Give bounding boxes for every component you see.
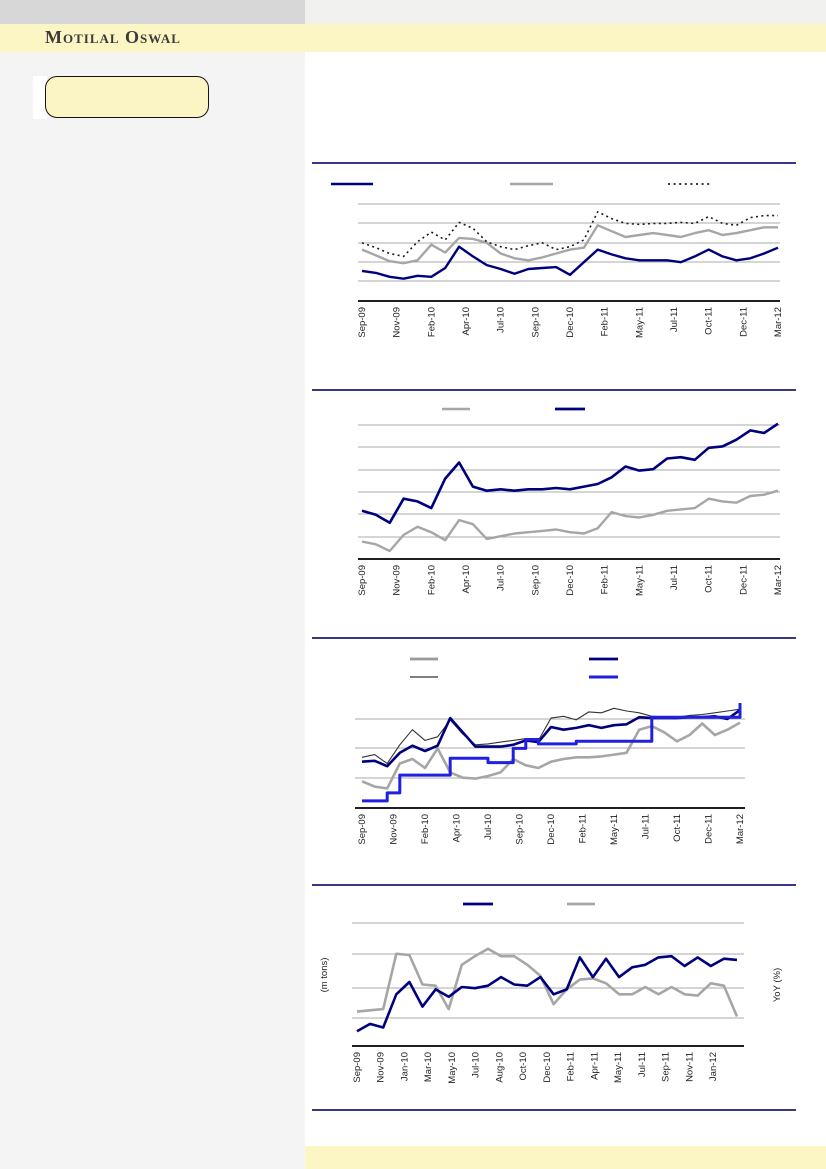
x-tick-label: Jan-12 <box>708 1052 719 1081</box>
x-tick-label: Mar-12 <box>773 565 784 595</box>
x-tick-label: Oct-11 <box>672 814 683 842</box>
x-tick-label: Apr-10 <box>461 565 472 594</box>
x-tick-label: Sep-10 <box>530 307 541 338</box>
series-bright-blue-step-line <box>362 703 742 803</box>
chart-3-four-lines: Sep-09 Nov-09 Feb-10 Apr-10 Jul-10 Sep-10 Dec-… <box>312 637 796 845</box>
x-tick-label: Dec-10 <box>565 565 576 596</box>
x-tick-label: Jul-10 <box>471 1052 482 1078</box>
x-tick-label: Feb-11 <box>566 1052 577 1081</box>
x-tick-label: Feb-11 <box>600 307 611 336</box>
x-tick-label: Sep-10 <box>515 814 526 845</box>
x-tick-label: Mar-12 <box>735 814 746 844</box>
x-tick-label: Jul-11 <box>669 565 680 590</box>
x-tick-label: Apr-11 <box>589 1052 600 1080</box>
left-sidebar <box>0 52 305 1169</box>
x-tick-label: Sep-09 <box>357 565 368 596</box>
x-tick-label: Feb-10 <box>426 565 437 595</box>
x-tick-label: Oct-11 <box>704 307 715 335</box>
series-navy-line-mtons <box>356 954 738 1033</box>
x-tick-label: Jul-10 <box>496 307 507 333</box>
header-band: Motilal Oswal <box>0 24 826 52</box>
top-light-bar <box>305 0 826 24</box>
series-navy-line <box>361 422 779 525</box>
chart-1-price-lines: Sep-09 Nov-09 Feb-10 Apr-10 Jul-10 Sep-10 Dec-… <box>312 162 796 338</box>
x-tick-label: Dec-11 <box>738 307 749 337</box>
x-tick-label: May-11 <box>609 814 620 845</box>
series-navy-line <box>361 245 779 280</box>
x-tick-label: Apr-10 <box>452 814 463 843</box>
x-tick-label: Apr-10 <box>461 307 472 336</box>
x-tick-label: Oct-11 <box>704 565 715 593</box>
x-tick-label: Nov-09 <box>392 307 403 338</box>
brand-logo-text: Motilal Oswal <box>45 27 181 47</box>
x-tick-label: Nov-11 <box>684 1052 695 1082</box>
x-tick-label: Jul-10 <box>496 565 507 591</box>
x-tick-label: Sep-09 <box>357 814 368 845</box>
series-gray-line-yoy <box>356 947 739 1018</box>
x-tick-label: Jan-10 <box>400 1052 411 1081</box>
x-tick-label: Feb-10 <box>420 814 431 844</box>
chart-4-mtons-yoy: Sep-09 Nov-09 Jan-10 Mar-10 May-10 Jul-10 Aug-… <box>312 884 796 1111</box>
x-tick-label: May-11 <box>634 565 645 596</box>
x-tick-label: Jul-10 <box>483 814 494 840</box>
x-tick-label: Mar-10 <box>423 1052 434 1082</box>
x-tick-label: Oct-10 <box>518 1052 529 1081</box>
x-tick-label: Nov-09 <box>376 1052 387 1083</box>
x-tick-label: Sep-10 <box>530 565 541 596</box>
x-tick-label: May-11 <box>613 1052 624 1083</box>
x-tick-label: Sep-11 <box>661 1052 672 1082</box>
x-tick-label: Feb-11 <box>600 565 611 594</box>
x-tick-label: Nov-09 <box>392 565 403 596</box>
x-tick-label: Mar-12 <box>773 307 784 337</box>
x-tick-label: Feb-10 <box>426 307 437 337</box>
x-tick-label: Jul-11 <box>641 814 652 839</box>
sidebar-title-box <box>45 76 209 118</box>
footer-band <box>305 1146 826 1169</box>
x-tick-label: Jul-11 <box>637 1052 648 1077</box>
x-tick-label: Aug-10 <box>494 1052 505 1083</box>
chart-2-two-lines: Sep-09 Nov-09 Feb-10 Apr-10 Jul-10 Sep-10 Dec-… <box>312 389 796 596</box>
series-gray-line <box>361 489 779 553</box>
x-tick-label: Dec-11 <box>704 814 715 844</box>
x-tick-label: Sep-09 <box>352 1052 363 1083</box>
x-tick-label: May-11 <box>634 307 645 338</box>
series-gray-line <box>361 224 778 265</box>
top-gray-bar <box>0 0 305 24</box>
x-tick-label: Dec-10 <box>565 307 576 338</box>
x-tick-label: Feb-11 <box>578 814 589 843</box>
y-axis-label-right: YoY (%) <box>772 968 783 1002</box>
x-tick-label: May-10 <box>447 1052 458 1084</box>
x-tick-label: Nov-09 <box>389 814 400 845</box>
x-tick-label: Sep-09 <box>357 307 368 338</box>
x-tick-label: Dec-11 <box>738 565 749 595</box>
content-area <box>305 52 826 1169</box>
x-tick-label: Dec-10 <box>546 814 557 845</box>
series-gray-line <box>361 721 741 790</box>
x-tick-label: Dec-10 <box>542 1052 553 1083</box>
sidebar-box-sliver <box>33 76 47 119</box>
x-tick-label: Jul-11 <box>669 307 680 332</box>
y-axis-label-left: (m tons) <box>319 958 330 993</box>
